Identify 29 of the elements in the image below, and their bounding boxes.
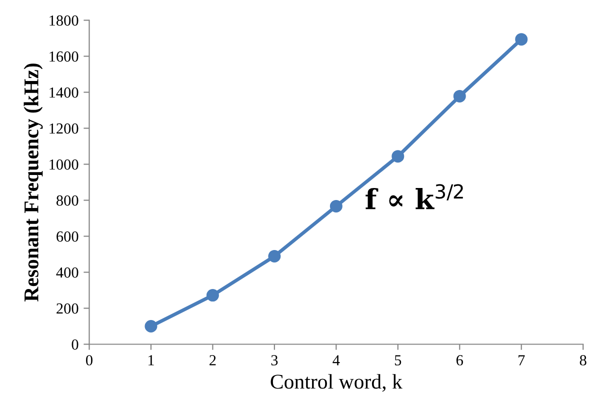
point bbox=[144, 320, 158, 332]
point bbox=[206, 289, 219, 302]
y-tick-label: 1400 bbox=[50, 87, 78, 98]
point bbox=[392, 150, 404, 163]
y-tick-label: 1000 bbox=[50, 159, 78, 170]
y-tick-label: 800 bbox=[56, 195, 78, 206]
x-tick-label: 2 bbox=[210, 355, 216, 366]
point bbox=[330, 200, 342, 212]
x-tick-label: 7 bbox=[518, 355, 525, 366]
y-tick-label: 400 bbox=[56, 267, 78, 278]
point bbox=[268, 250, 281, 262]
x-tick-label: 6 bbox=[456, 355, 463, 366]
x-tick-label: 5 bbox=[394, 355, 402, 366]
x-tick-label: 8 bbox=[580, 355, 586, 366]
point bbox=[453, 90, 466, 102]
x-axis-title: Control word, k bbox=[270, 374, 402, 392]
y-tick-label: 1800 bbox=[50, 15, 78, 26]
x-tick-label: 0 bbox=[86, 355, 92, 366]
y-tick-label: 600 bbox=[56, 231, 78, 242]
annotation: f ∝ k$^{3/2}$ bbox=[366, 184, 463, 210]
y-tick-label: 0 bbox=[72, 339, 78, 350]
y-tick-label: 1600 bbox=[50, 51, 78, 62]
y-axis-title: Resonant Frequency (kHz) bbox=[24, 64, 43, 302]
x-tick-label: 3 bbox=[271, 355, 278, 366]
y-tick-label: 200 bbox=[56, 303, 78, 314]
point bbox=[515, 33, 528, 46]
x-tick-label: 1 bbox=[148, 355, 154, 366]
y-tick-label: 1200 bbox=[50, 123, 78, 134]
x-tick-label: 4 bbox=[332, 355, 340, 366]
